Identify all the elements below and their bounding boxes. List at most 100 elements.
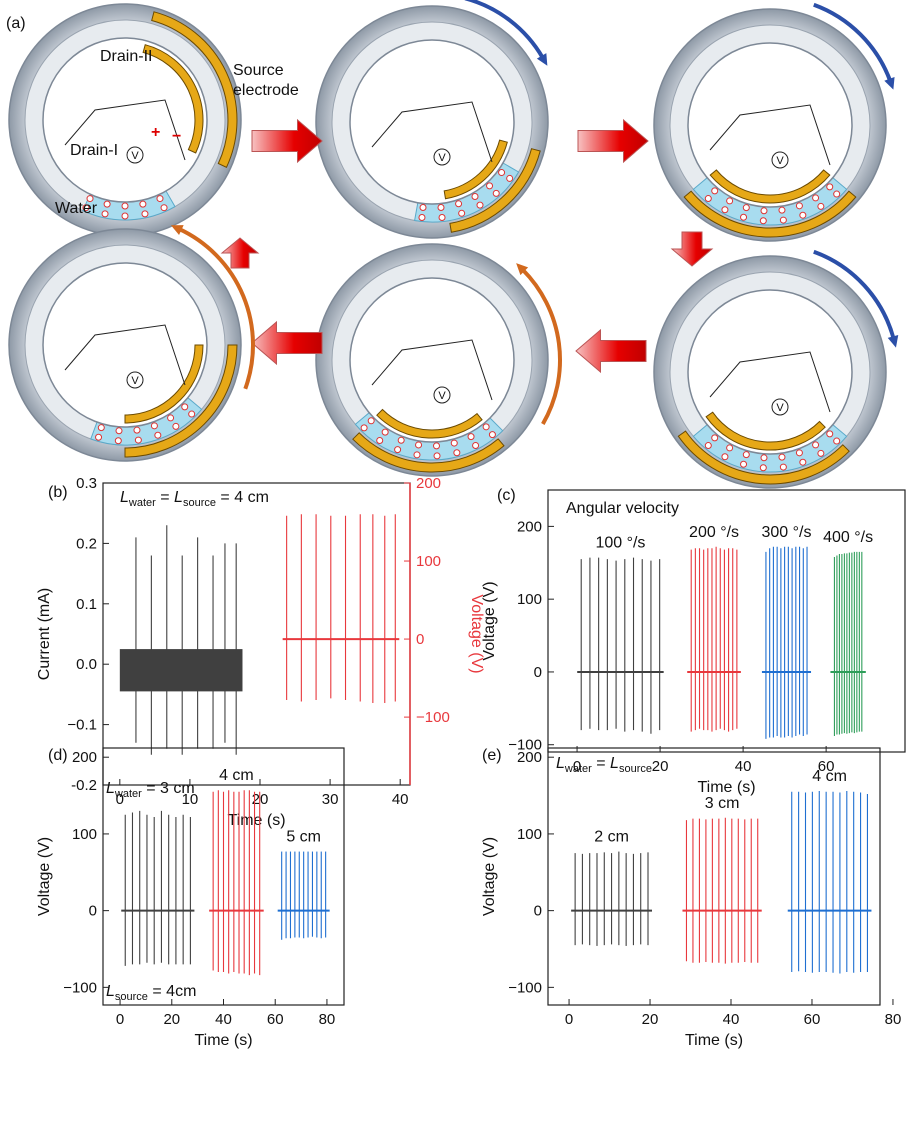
charge — [394, 446, 402, 454]
source-electrode — [151, 11, 238, 168]
y2-tick-label: −100 — [416, 709, 450, 726]
x-tick-label: 60 — [818, 758, 835, 775]
y-tick-label: 0.1 — [76, 596, 97, 613]
panel-label: (d) — [48, 747, 68, 764]
y-tick-label: 200 — [72, 749, 97, 766]
y-tick-label: 0.2 — [76, 535, 97, 552]
step-arrow — [251, 320, 323, 366]
charge — [367, 417, 375, 425]
x-axis-label: Time (s) — [227, 812, 285, 829]
charge — [133, 426, 141, 434]
x-tick-label: 20 — [652, 758, 669, 775]
charge — [812, 441, 820, 449]
voltmeter — [126, 146, 144, 164]
step-arrow — [251, 118, 323, 164]
x-tick-label: 0 — [573, 758, 581, 775]
charge — [154, 431, 162, 439]
step-arrow — [670, 231, 714, 267]
charge — [188, 410, 196, 418]
voltmeter-label: V — [438, 390, 446, 402]
y-tick-label: 200 — [517, 518, 542, 535]
charge — [181, 403, 189, 411]
x-axis-label: Time (s) — [194, 1032, 252, 1049]
rotation-arrowhead — [170, 225, 184, 235]
charge — [711, 187, 719, 195]
source-label: electrode — [233, 82, 299, 99]
noise-band — [119, 649, 243, 692]
charge — [721, 206, 729, 214]
charge — [467, 433, 475, 441]
charge — [778, 206, 786, 214]
x-tick-label: 40 — [723, 1011, 740, 1028]
charge — [812, 194, 820, 202]
charge — [360, 424, 368, 432]
charge — [726, 197, 734, 205]
source-electrode — [677, 430, 850, 485]
minus-sign: − — [172, 128, 181, 145]
rotation-arrow — [178, 227, 255, 390]
series-label: 400 °/s — [823, 529, 873, 546]
y-tick-label: 100 — [72, 826, 97, 843]
annotation-part: = 4cm — [148, 983, 196, 1000]
charge — [115, 427, 123, 435]
voltmeter-label: V — [776, 155, 784, 167]
y-tick-label: −0.1 — [67, 717, 97, 734]
charge — [437, 204, 445, 212]
x-tick-label: 20 — [642, 1011, 659, 1028]
charge — [86, 195, 94, 203]
y-tick-label: −100 — [63, 979, 97, 996]
y-axis-label: Voltage (V) — [36, 837, 53, 916]
charge — [121, 212, 129, 220]
annotation: Lwater = 3 cm — [106, 780, 195, 800]
panel-label: (a) — [6, 15, 26, 32]
x-tick-label: 80 — [319, 1011, 336, 1028]
charge — [97, 424, 105, 432]
voltmeter — [433, 148, 451, 166]
ring-inner — [687, 289, 853, 455]
ring-inner — [349, 39, 515, 205]
rotation-arrow — [813, 249, 896, 340]
y-tick-label: 0.0 — [76, 656, 97, 673]
panel-label: (b) — [48, 484, 68, 501]
rotation-arrow — [813, 2, 893, 82]
x-tick-label: 80 — [885, 1011, 902, 1028]
series-label: 200 °/s — [689, 524, 739, 541]
y2-tick-label: 0 — [416, 631, 424, 648]
charge — [726, 444, 734, 452]
y-tick-label: 0 — [534, 903, 542, 920]
annotation: Lwater = Lsource — [556, 755, 652, 775]
charge — [799, 458, 807, 466]
ring-inner — [687, 42, 853, 208]
charge — [795, 449, 803, 457]
wire — [371, 101, 493, 163]
x-tick-label: 40 — [392, 791, 409, 808]
y2-axis-label: Voltage (V) — [468, 594, 485, 673]
charge — [740, 460, 748, 468]
voltmeter-label: V — [438, 152, 446, 164]
wire — [64, 324, 186, 386]
charge — [833, 190, 841, 198]
source-electrode — [352, 432, 505, 473]
charge — [778, 453, 786, 461]
charge — [498, 169, 506, 177]
x-tick-label: 60 — [804, 1011, 821, 1028]
diagram-panel: V V V V V V — [8, 0, 899, 489]
voltmeter-label: V — [776, 402, 784, 414]
x-tick-label: 0 — [116, 1011, 124, 1028]
voltmeter — [126, 371, 144, 389]
wire — [64, 99, 186, 161]
rotation-arrowhead — [536, 53, 548, 66]
charge — [438, 213, 446, 221]
source-electrode — [124, 344, 238, 458]
charge — [156, 195, 164, 203]
series-label: 300 °/s — [761, 524, 811, 541]
plot-frame — [102, 482, 411, 786]
annotation-part: L — [174, 489, 183, 506]
rotation-arrow — [521, 268, 562, 425]
charge — [114, 437, 122, 445]
charge — [413, 451, 421, 459]
annotation-part: L — [610, 755, 619, 772]
drain-label: Drain-I — [70, 142, 118, 159]
annotation-part: source — [183, 497, 216, 509]
charge — [418, 213, 426, 221]
